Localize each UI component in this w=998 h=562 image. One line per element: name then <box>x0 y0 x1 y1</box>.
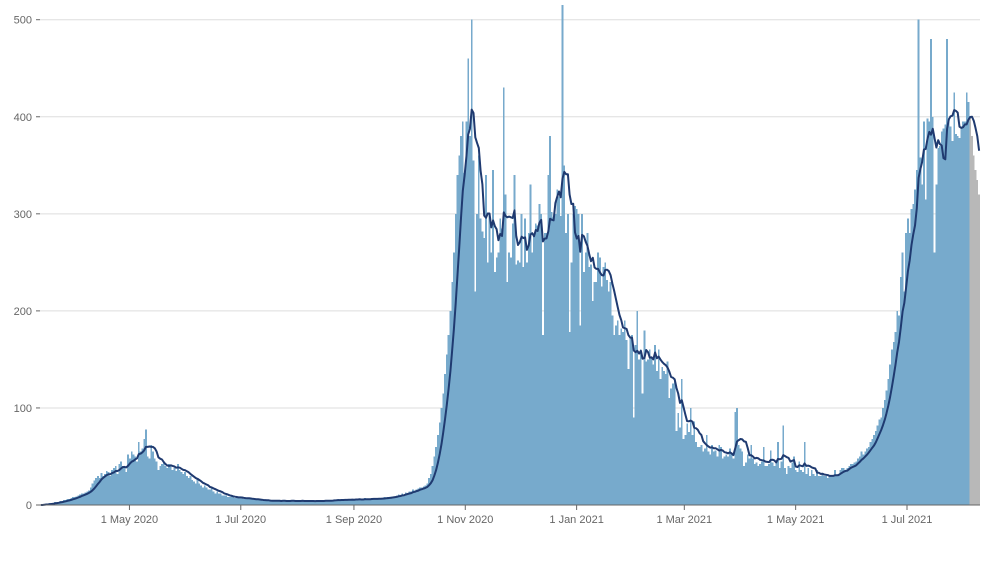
timeseries-chart: 0 100 200 300 400 500 1 May 2020 1 Jul 2020 1 Se… <box>0 0 998 562</box>
x-tick-label: 1 May 2020 <box>101 514 158 526</box>
x-tick-label: 1 Sep 2020 <box>326 514 382 526</box>
chart-svg: 0 100 200 300 400 500 1 May 2020 1 Jul 2020 1 Se… <box>0 0 998 562</box>
x-tick-label: 1 Jul 2021 <box>882 514 933 526</box>
x-tick-label: 1 Jul 2020 <box>215 514 266 526</box>
y-tick-label: 100 <box>14 403 32 415</box>
x-tick-label: 1 Mar 2021 <box>656 514 712 526</box>
y-tick-label: 200 <box>14 306 32 318</box>
x-tick-label: 1 May 2021 <box>767 514 824 526</box>
x-tick-label: 1 Nov 2020 <box>437 514 493 526</box>
x-tick-label: 1 Jan 2021 <box>549 514 603 526</box>
y-tick-label: 300 <box>14 209 32 221</box>
y-tick-label: 0 <box>26 500 32 512</box>
y-tick-label: 400 <box>14 112 32 124</box>
y-tick-label: 500 <box>14 15 32 27</box>
